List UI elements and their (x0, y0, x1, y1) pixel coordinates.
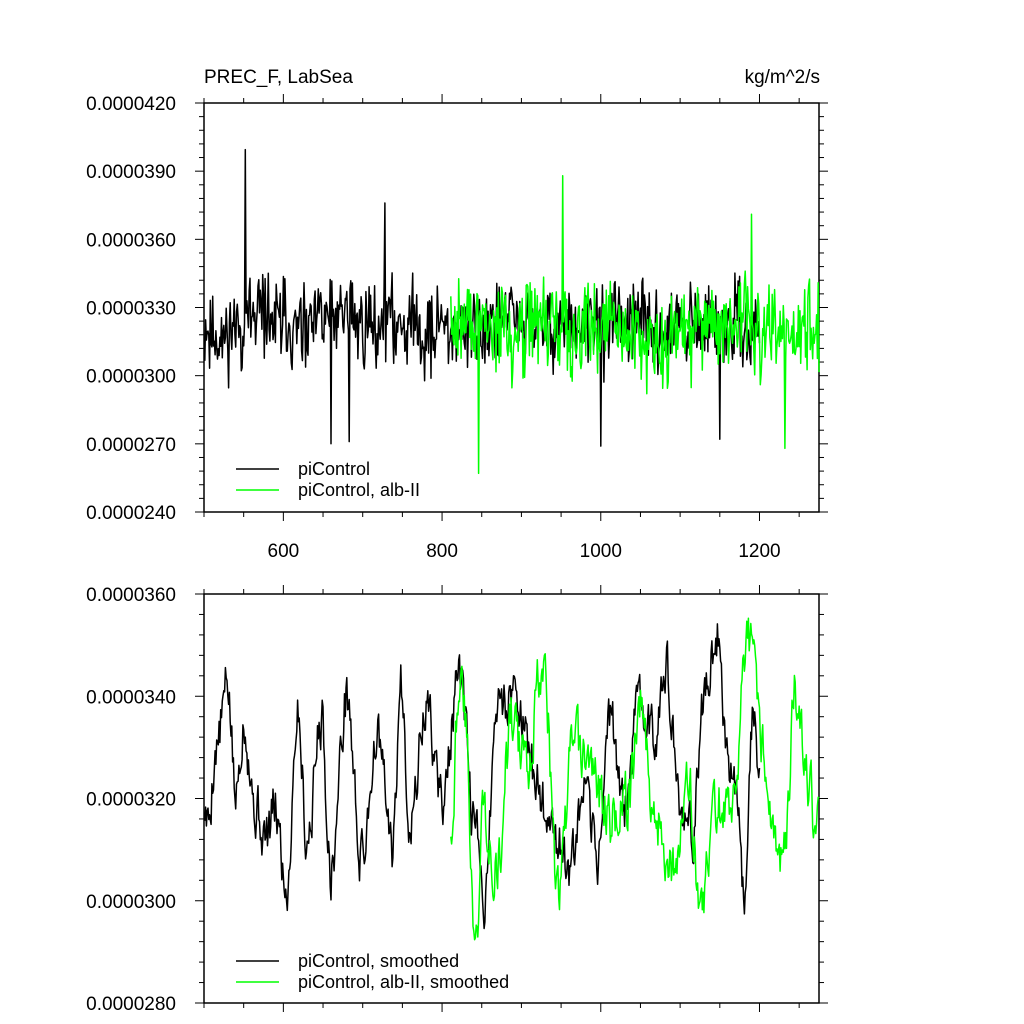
y-tick-label: 0.0000330 (86, 299, 176, 320)
tick-marks (195, 94, 828, 521)
y-tick-label: 0.0000320 (86, 790, 176, 811)
tick-marks-bottom (195, 585, 828, 1012)
x-tick-label: 1200 (738, 541, 780, 562)
y-tick-label: 0.0000300 (86, 892, 176, 913)
series-lines (204, 148, 820, 475)
top-panel: PREC_F, LabSea kg/m^2/s 0.00002400.00002… (86, 67, 828, 562)
legend-label-alb-II-smoothed: piControl, alb-II, smoothed (298, 972, 509, 992)
legend-label-smoothed: piControl, smoothed (298, 951, 459, 971)
units-label: kg/m^2/s (745, 67, 820, 88)
x-tick-label: 600 (268, 541, 300, 562)
y-tick-label: 0.0000360 (86, 585, 176, 606)
bottom-panel: 0.0000280 0.0000300 0.0000320 0.0000340 0.00… (86, 585, 828, 1015)
y-tick-label: 0.0000300 (86, 367, 176, 388)
legend: piControl piControl, alb-II (236, 459, 420, 500)
series-line-1-1 (450, 617, 820, 941)
y-tick-labels: 0.0000240 0.0000270 0.0000300 0.0000330 0.00… (86, 94, 176, 524)
y-tick-label: 0.0000390 (86, 162, 176, 183)
legend-label-piControl: piControl (298, 459, 370, 479)
y-tick-label: 0.0000240 (86, 503, 176, 524)
y-tick-labels-bottom: 0.0000280 0.0000300 0.0000320 0.0000340 0.00… (86, 585, 176, 1015)
y-tick-label: 0.0000270 (86, 435, 176, 456)
x-tick-labels: 600 800 1000 1200 (268, 541, 781, 562)
y-tick-label: 0.0000360 (86, 230, 176, 251)
series-line-0-0 (204, 148, 761, 447)
x-tick-label: 800 (426, 541, 458, 562)
series-line-0-1 (450, 174, 820, 475)
series-lines-bottom (204, 617, 820, 941)
y-tick-label: 0.0000340 (86, 687, 176, 708)
plot-frame-bottom (203, 593, 820, 1004)
y-tick-label: 0.0000420 (86, 94, 176, 115)
legend-label-alb-II: piControl, alb-II (298, 480, 420, 500)
x-tick-label: 1000 (580, 541, 622, 562)
series-line-1-0 (204, 623, 761, 930)
chart-title: PREC_F, LabSea (204, 67, 353, 88)
y-tick-label: 0.0000280 (86, 994, 176, 1015)
legend-bottom: piControl, smoothed piControl, alb-II, s… (236, 951, 509, 992)
